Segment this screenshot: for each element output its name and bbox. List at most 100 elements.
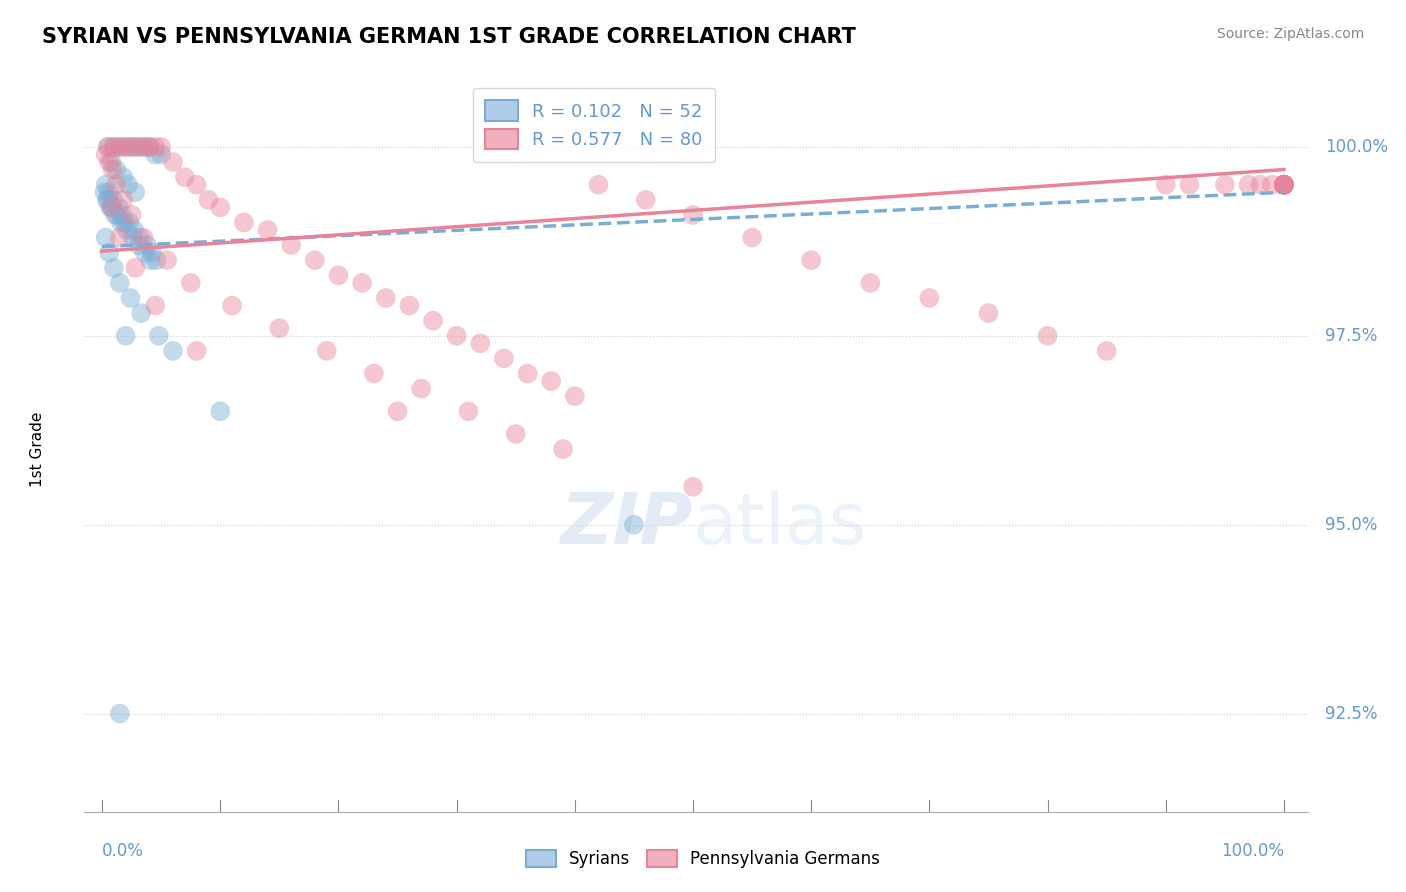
Point [280, 238, 302, 252]
Point [128, 238, 150, 252]
Point [105, 162, 128, 177]
Point [422, 313, 444, 327]
Point [1237, 178, 1260, 192]
Point [145, 253, 167, 268]
Point [269, 321, 291, 335]
Point [304, 253, 326, 268]
Point [143, 140, 166, 154]
Point [1272, 178, 1295, 192]
Point [1272, 178, 1295, 192]
Point [112, 193, 135, 207]
Point [209, 404, 232, 418]
Point [492, 351, 515, 366]
Point [1272, 178, 1295, 192]
Point [1249, 178, 1271, 192]
Point [148, 328, 170, 343]
Point [139, 253, 162, 268]
Point [103, 140, 125, 154]
Point [1272, 178, 1295, 192]
Point [1095, 343, 1118, 358]
Point [411, 382, 433, 396]
Point [363, 367, 385, 381]
Point [115, 223, 138, 237]
Point [98, 245, 121, 260]
Point [150, 140, 173, 154]
Point [138, 140, 160, 154]
Point [105, 178, 128, 192]
Point [114, 140, 136, 154]
Point [634, 193, 657, 207]
Point [93, 186, 115, 200]
Point [470, 336, 492, 351]
Point [110, 215, 132, 229]
Point [101, 193, 124, 207]
Point [540, 374, 562, 388]
Point [328, 268, 350, 283]
Point [387, 404, 409, 418]
Point [97, 193, 120, 207]
Point [209, 200, 232, 214]
Point [114, 215, 136, 229]
Point [107, 208, 129, 222]
Point [141, 245, 163, 260]
Point [101, 162, 124, 177]
Point [173, 170, 195, 185]
Point [143, 299, 166, 313]
Point [111, 208, 134, 222]
Point [1036, 328, 1059, 343]
Point [98, 155, 121, 169]
Point [352, 276, 374, 290]
Point [446, 328, 468, 343]
Text: 1st Grade: 1st Grade [30, 411, 45, 487]
Point [588, 178, 610, 192]
Point [129, 306, 152, 320]
Point [132, 230, 155, 244]
Point [1272, 178, 1295, 192]
Point [108, 276, 131, 290]
Point [156, 253, 179, 268]
Point [564, 389, 586, 403]
Point [108, 140, 131, 154]
Point [103, 260, 125, 275]
Point [143, 147, 166, 161]
Point [977, 306, 1000, 320]
Legend: Syrians, Pennsylvania Germans: Syrians, Pennsylvania Germans [519, 843, 887, 875]
Text: 100.0%: 100.0% [1220, 842, 1284, 860]
Point [122, 223, 145, 237]
Point [98, 200, 121, 214]
Point [97, 140, 120, 154]
Point [121, 140, 143, 154]
Point [221, 299, 243, 313]
Point [859, 276, 882, 290]
Point [132, 140, 155, 154]
Point [114, 328, 136, 343]
Point [117, 178, 139, 192]
Point [94, 147, 117, 161]
Point [186, 343, 208, 358]
Point [1272, 178, 1295, 192]
Point [505, 427, 527, 442]
Point [100, 200, 122, 214]
Text: 97.5%: 97.5% [1326, 326, 1378, 345]
Point [121, 230, 143, 244]
Point [129, 230, 152, 244]
Point [108, 140, 131, 154]
Point [107, 200, 129, 214]
Point [112, 170, 135, 185]
Text: Source: ZipAtlas.com: Source: ZipAtlas.com [1216, 27, 1364, 41]
Point [136, 238, 159, 252]
Point [94, 178, 117, 192]
Point [682, 208, 704, 222]
Point [127, 140, 149, 154]
Point [121, 140, 143, 154]
Point [162, 155, 184, 169]
Point [623, 517, 645, 532]
Point [120, 291, 142, 305]
Text: SYRIAN VS PENNSYLVANIA GERMAN 1ST GRADE CORRELATION CHART: SYRIAN VS PENNSYLVANIA GERMAN 1ST GRADE … [42, 27, 856, 46]
Legend: R = 0.102   N = 52, R = 0.577   N = 80: R = 0.102 N = 52, R = 0.577 N = 80 [472, 87, 716, 162]
Point [1272, 178, 1295, 192]
Point [1178, 178, 1201, 192]
Point [162, 343, 184, 358]
Point [180, 276, 202, 290]
Text: atlas: atlas [693, 490, 868, 559]
